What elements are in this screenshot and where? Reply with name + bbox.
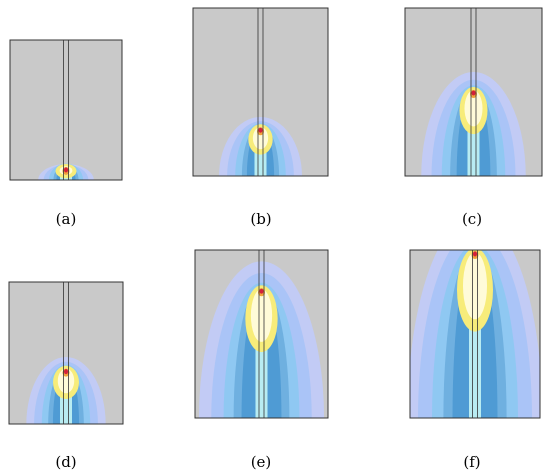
core-light: [464, 90, 483, 127]
panel-border: [9, 39, 123, 181]
panel-label-b: (b): [250, 210, 271, 228]
panel-label-a: (a): [56, 210, 77, 228]
tip-red: [64, 369, 68, 375]
panel-label-c: (c): [462, 210, 482, 228]
panel-f: [409, 249, 541, 419]
stress-field: [198, 261, 325, 418]
core-light: [463, 252, 487, 320]
tip-red: [471, 90, 476, 96]
tip-red: [258, 127, 263, 133]
tip-red: [473, 251, 477, 257]
stress-field: [410, 250, 540, 418]
panel-border: [409, 249, 541, 419]
stress-field: [26, 356, 106, 424]
core-light: [57, 368, 75, 394]
panel-d: [8, 281, 124, 425]
tip-red: [64, 167, 68, 173]
panel-border: [8, 281, 124, 425]
panel-background: [10, 40, 122, 180]
core-light: [252, 127, 269, 150]
stress-field: [38, 163, 94, 180]
tip-red: [259, 288, 264, 294]
core-light: [250, 289, 273, 342]
panel-border: [194, 249, 329, 419]
panel-border: [192, 7, 329, 177]
panel-c: [404, 7, 543, 177]
panel-a: [9, 39, 123, 181]
panel-label-f: (f): [463, 453, 480, 471]
panel-e: [194, 249, 329, 419]
panel-border: [404, 7, 543, 177]
panel-label-e: (e): [251, 453, 272, 471]
stress-field: [421, 72, 526, 176]
stress-field: [219, 116, 302, 176]
panel-b: [192, 7, 329, 177]
panel-label-d: (d): [55, 453, 76, 471]
